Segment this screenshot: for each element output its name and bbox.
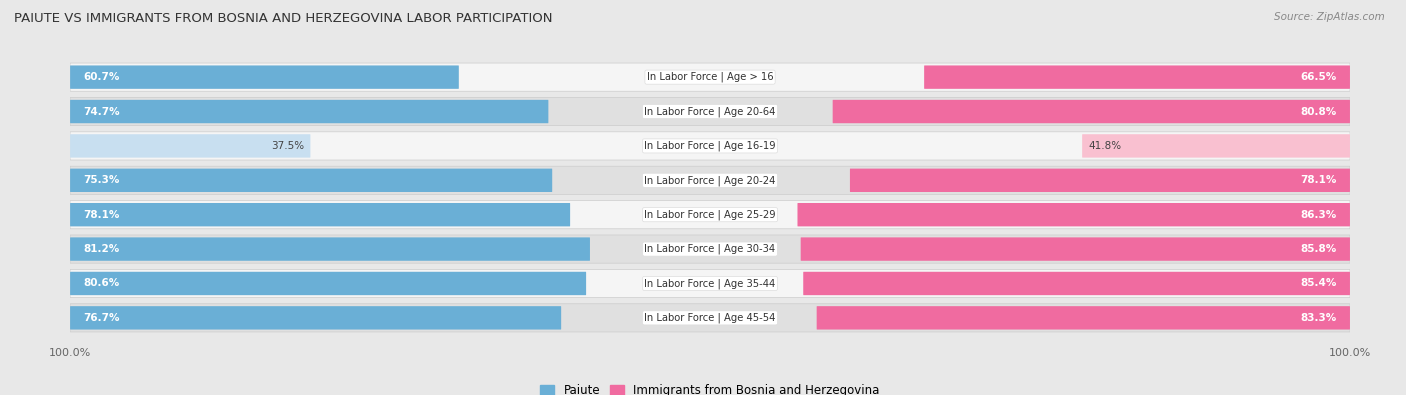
FancyBboxPatch shape <box>70 66 458 89</box>
FancyBboxPatch shape <box>70 166 1350 194</box>
Text: PAIUTE VS IMMIGRANTS FROM BOSNIA AND HERZEGOVINA LABOR PARTICIPATION: PAIUTE VS IMMIGRANTS FROM BOSNIA AND HER… <box>14 12 553 25</box>
Text: 75.3%: 75.3% <box>83 175 120 185</box>
FancyBboxPatch shape <box>1083 134 1350 158</box>
Text: 81.2%: 81.2% <box>83 244 120 254</box>
FancyBboxPatch shape <box>832 100 1350 123</box>
FancyBboxPatch shape <box>70 169 553 192</box>
Text: 86.3%: 86.3% <box>1301 210 1337 220</box>
Text: In Labor Force | Age 20-64: In Labor Force | Age 20-64 <box>644 106 776 117</box>
Text: In Labor Force | Age 30-34: In Labor Force | Age 30-34 <box>644 244 776 254</box>
Text: In Labor Force | Age 16-19: In Labor Force | Age 16-19 <box>644 141 776 151</box>
FancyBboxPatch shape <box>70 134 311 158</box>
Legend: Paiute, Immigrants from Bosnia and Herzegovina: Paiute, Immigrants from Bosnia and Herze… <box>536 380 884 395</box>
Text: 66.5%: 66.5% <box>1301 72 1337 82</box>
FancyBboxPatch shape <box>817 306 1350 329</box>
FancyBboxPatch shape <box>800 237 1350 261</box>
FancyBboxPatch shape <box>70 100 548 123</box>
FancyBboxPatch shape <box>851 169 1350 192</box>
Text: Source: ZipAtlas.com: Source: ZipAtlas.com <box>1274 12 1385 22</box>
Text: 78.1%: 78.1% <box>83 210 120 220</box>
Text: In Labor Force | Age > 16: In Labor Force | Age > 16 <box>647 72 773 83</box>
FancyBboxPatch shape <box>70 269 1350 297</box>
FancyBboxPatch shape <box>70 237 591 261</box>
Text: 80.8%: 80.8% <box>1301 107 1337 117</box>
FancyBboxPatch shape <box>797 203 1350 226</box>
FancyBboxPatch shape <box>70 132 1350 160</box>
Text: 60.7%: 60.7% <box>83 72 120 82</box>
Text: 37.5%: 37.5% <box>271 141 304 151</box>
FancyBboxPatch shape <box>70 98 1350 126</box>
Text: 80.6%: 80.6% <box>83 278 120 288</box>
FancyBboxPatch shape <box>70 203 569 226</box>
Text: 85.8%: 85.8% <box>1301 244 1337 254</box>
Text: 85.4%: 85.4% <box>1301 278 1337 288</box>
FancyBboxPatch shape <box>70 235 1350 263</box>
FancyBboxPatch shape <box>70 304 1350 332</box>
FancyBboxPatch shape <box>924 66 1350 89</box>
Text: In Labor Force | Age 45-54: In Labor Force | Age 45-54 <box>644 312 776 323</box>
FancyBboxPatch shape <box>803 272 1350 295</box>
FancyBboxPatch shape <box>70 63 1350 91</box>
Text: In Labor Force | Age 35-44: In Labor Force | Age 35-44 <box>644 278 776 289</box>
Text: In Labor Force | Age 20-24: In Labor Force | Age 20-24 <box>644 175 776 186</box>
Text: 76.7%: 76.7% <box>83 313 120 323</box>
FancyBboxPatch shape <box>70 306 561 329</box>
FancyBboxPatch shape <box>70 272 586 295</box>
Text: 78.1%: 78.1% <box>1301 175 1337 185</box>
FancyBboxPatch shape <box>70 201 1350 229</box>
Text: In Labor Force | Age 25-29: In Labor Force | Age 25-29 <box>644 209 776 220</box>
Text: 41.8%: 41.8% <box>1088 141 1122 151</box>
Text: 83.3%: 83.3% <box>1301 313 1337 323</box>
Text: 74.7%: 74.7% <box>83 107 120 117</box>
